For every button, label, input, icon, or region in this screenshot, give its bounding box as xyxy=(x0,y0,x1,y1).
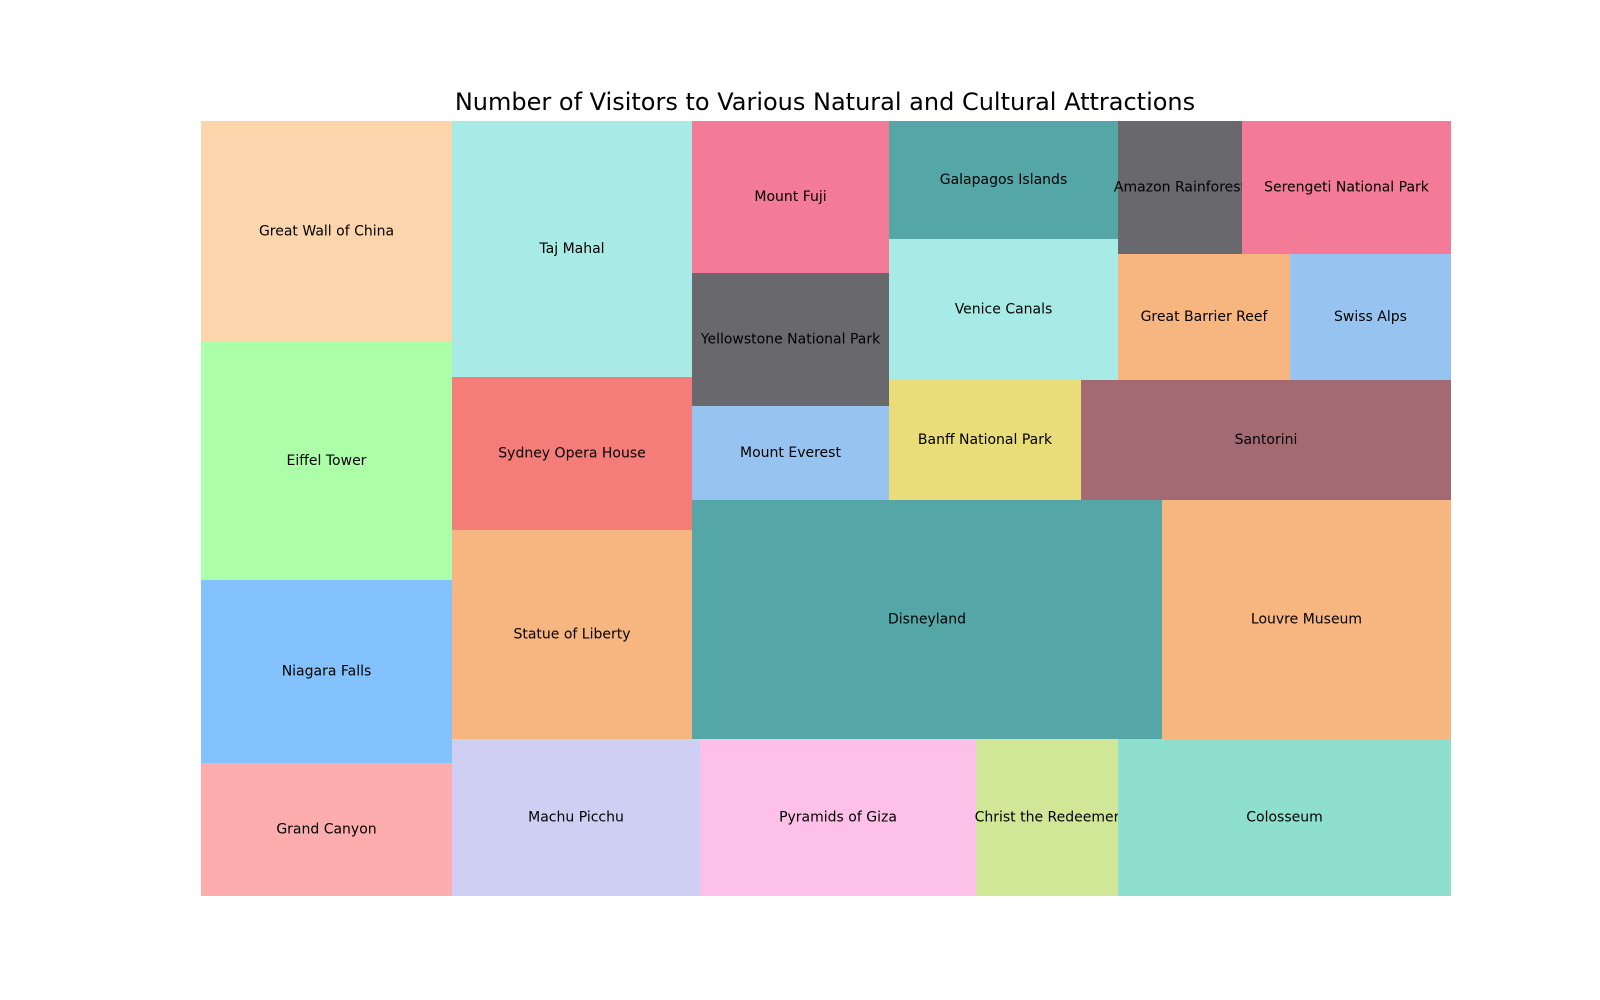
tile-christ-the-redeemer: Christ the Redeemer xyxy=(975,739,1120,896)
tile-label-statue-of-liberty: Statue of Liberty xyxy=(513,627,630,643)
tile-rect-mount-fuji xyxy=(692,121,889,273)
tile-yellowstone-national-park: Yellowstone National Park xyxy=(692,273,889,406)
treemap-tiles: Great Wall of China Eiffel Tower Niagara F… xyxy=(201,121,1451,896)
tile-rect-taj-mahal xyxy=(452,121,692,377)
tile-rect-eiffel-tower xyxy=(201,342,452,580)
tile-rect-serengeti-national-park xyxy=(1242,121,1451,254)
tile-rect-amazon-rainforest xyxy=(1118,121,1242,254)
tile-banff-national-park: Banff National Park xyxy=(889,380,1081,500)
tile-rect-christ-the-redeemer xyxy=(976,739,1118,896)
tile-label-great-wall-of-china: Great Wall of China xyxy=(259,224,394,240)
tile-rect-venice-canals xyxy=(889,239,1118,380)
tile-label-swiss-alps: Swiss Alps xyxy=(1334,309,1407,325)
tile-statue-of-liberty: Statue of Liberty xyxy=(452,530,692,739)
tile-pyramids-of-giza: Pyramids of Giza xyxy=(700,739,976,896)
tile-grand-canyon: Grand Canyon xyxy=(201,763,452,896)
tile-label-great-barrier-reef: Great Barrier Reef xyxy=(1141,309,1269,325)
tile-rect-niagara-falls xyxy=(201,580,452,763)
tile-label-yellowstone-national-park: Yellowstone National Park xyxy=(700,332,881,348)
chart-title: Number of Visitors to Various Natural an… xyxy=(454,88,1196,116)
tile-label-santorini: Santorini xyxy=(1235,432,1298,448)
tile-niagara-falls: Niagara Falls xyxy=(201,580,452,763)
tile-label-machu-picchu: Machu Picchu xyxy=(528,810,624,826)
tile-label-amazon-rainforest: Amazon Rainforest xyxy=(1114,180,1247,196)
tile-label-niagara-falls: Niagara Falls xyxy=(282,664,372,680)
tile-label-sydney-opera-house: Sydney Opera House xyxy=(498,446,645,462)
tile-label-louvre-museum: Louvre Museum xyxy=(1251,612,1362,628)
tile-serengeti-national-park: Serengeti National Park xyxy=(1242,121,1451,254)
tile-rect-santorini xyxy=(1081,380,1451,500)
tile-rect-machu-picchu xyxy=(452,739,700,896)
tile-mount-everest: Mount Everest xyxy=(692,406,889,500)
tile-swiss-alps: Swiss Alps xyxy=(1290,254,1451,380)
tile-rect-banff-national-park xyxy=(889,380,1081,500)
tile-rect-galapagos-islands xyxy=(889,121,1118,239)
tile-mount-fuji: Mount Fuji xyxy=(692,121,889,273)
tile-rect-louvre-museum xyxy=(1162,500,1451,739)
tile-rect-swiss-alps xyxy=(1290,254,1451,380)
tile-rect-great-wall-of-china xyxy=(201,121,452,342)
tile-label-banff-national-park: Banff National Park xyxy=(918,432,1053,448)
tile-louvre-museum: Louvre Museum xyxy=(1162,500,1451,739)
tile-eiffel-tower: Eiffel Tower xyxy=(201,342,452,580)
tile-rect-disneyland xyxy=(692,500,1162,739)
tile-label-disneyland: Disneyland xyxy=(888,612,966,628)
tile-label-galapagos-islands: Galapagos Islands xyxy=(940,172,1068,188)
tile-label-grand-canyon: Grand Canyon xyxy=(276,822,376,838)
tile-rect-yellowstone-national-park xyxy=(692,273,889,406)
tile-galapagos-islands: Galapagos Islands xyxy=(889,121,1118,239)
tile-sydney-opera-house: Sydney Opera House xyxy=(452,377,692,530)
tile-amazon-rainforest: Amazon Rainforest xyxy=(1114,121,1247,254)
tile-label-colosseum: Colosseum xyxy=(1246,810,1323,826)
tile-label-mount-fuji: Mount Fuji xyxy=(754,189,826,205)
tile-label-taj-mahal: Taj Mahal xyxy=(538,241,604,257)
tile-label-venice-canals: Venice Canals xyxy=(955,302,1053,318)
tile-santorini: Santorini xyxy=(1081,380,1451,500)
tile-label-mount-everest: Mount Everest xyxy=(740,445,841,461)
tile-rect-statue-of-liberty xyxy=(452,530,692,739)
tile-rect-great-barrier-reef xyxy=(1118,254,1290,380)
tile-rect-sydney-opera-house xyxy=(452,377,692,530)
tile-label-pyramids-of-giza: Pyramids of Giza xyxy=(779,810,897,826)
tile-rect-mount-everest xyxy=(692,406,889,500)
tile-rect-pyramids-of-giza xyxy=(700,739,976,896)
tile-rect-grand-canyon xyxy=(201,763,452,896)
tile-great-barrier-reef: Great Barrier Reef xyxy=(1118,254,1290,380)
tile-label-serengeti-national-park: Serengeti National Park xyxy=(1264,180,1430,196)
tile-disneyland: Disneyland xyxy=(692,500,1162,739)
tile-venice-canals: Venice Canals xyxy=(889,239,1118,380)
tile-taj-mahal: Taj Mahal xyxy=(452,121,692,377)
tile-label-eiffel-tower: Eiffel Tower xyxy=(287,453,367,469)
tile-label-christ-the-redeemer: Christ the Redeemer xyxy=(975,810,1120,826)
tile-great-wall-of-china: Great Wall of China xyxy=(201,121,452,342)
tile-rect-colosseum xyxy=(1118,739,1451,896)
tile-colosseum: Colosseum xyxy=(1118,739,1451,896)
tile-machu-picchu: Machu Picchu xyxy=(452,739,700,896)
